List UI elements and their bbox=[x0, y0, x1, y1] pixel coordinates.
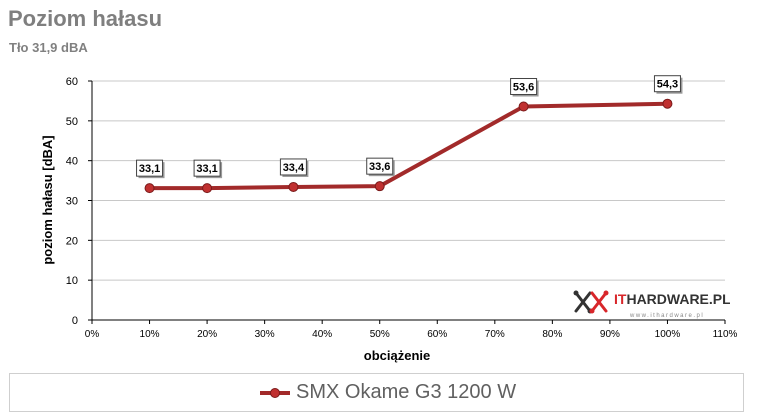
y-axis-label: poziom hałasu [dBA] bbox=[40, 135, 55, 264]
y-tick-label: 20 bbox=[66, 235, 78, 247]
svg-text:www.ithardware.pl: www.ithardware.pl bbox=[629, 313, 704, 319]
data-label-box bbox=[366, 157, 394, 175]
svg-text:ITHARDWARE.PL: ITHARDWARE.PL bbox=[614, 291, 730, 307]
x-tick-label: 70% bbox=[485, 329, 505, 340]
series-layer bbox=[144, 98, 673, 194]
data-label: 53,6 bbox=[513, 81, 534, 93]
legend: SMX Okame G3 1200 W bbox=[9, 373, 744, 412]
y-tick-label: 60 bbox=[66, 76, 78, 88]
legend-line-marker-icon bbox=[260, 387, 290, 398]
x-tick-label: 110% bbox=[713, 329, 738, 340]
chart-title: Poziom hałasu bbox=[8, 6, 163, 31]
data-point bbox=[662, 98, 673, 109]
data-point bbox=[144, 183, 155, 194]
y-tick-label: 40 bbox=[66, 156, 78, 168]
y-tick-label: 30 bbox=[66, 196, 78, 208]
data-label: 33,6 bbox=[369, 161, 390, 173]
y-tick-label: 10 bbox=[66, 275, 78, 287]
data-point bbox=[288, 181, 299, 192]
data-label-box bbox=[279, 158, 307, 176]
data-label-box bbox=[653, 75, 681, 93]
data-label: 33,4 bbox=[283, 162, 305, 174]
ithardware-logo-graphic: ITHARDWARE.PL www.ithardware.pl bbox=[573, 290, 731, 319]
data-label-box bbox=[193, 159, 221, 177]
tick-labels: 0 10 20 30 40 50 60 0% 10% 20% 30% 40% 50% 60% 70% 80% 9… bbox=[66, 76, 738, 340]
x-tick-label: 100% bbox=[655, 329, 681, 340]
x-tick-label: 30% bbox=[255, 329, 275, 340]
x-tick-label: 50% bbox=[370, 329, 390, 340]
data-point bbox=[202, 183, 213, 194]
x-tick-label: 0% bbox=[85, 329, 100, 340]
axes bbox=[88, 80, 726, 324]
data-label: 33,1 bbox=[139, 163, 160, 175]
data-label: 54,3 bbox=[657, 79, 678, 91]
data-label-box bbox=[510, 77, 538, 95]
x-tick-label: 40% bbox=[312, 329, 332, 340]
data-label: 33,1 bbox=[196, 163, 217, 175]
x-tick-label: 80% bbox=[542, 329, 562, 340]
data-labels: 33,1 33,1 33,4 33,6 53,6 54,3 bbox=[136, 75, 683, 179]
data-point bbox=[374, 181, 385, 192]
x-tick-label: 10% bbox=[140, 329, 160, 340]
series-line bbox=[149, 101, 668, 191]
x-tick-label: 20% bbox=[197, 329, 217, 340]
legend-item: SMX Okame G3 1200 W bbox=[258, 381, 516, 404]
y-tick-label: 50 bbox=[66, 116, 78, 128]
chart-subtitle: Tło 31,9 dBA bbox=[9, 40, 88, 55]
x-tick-label: 90% bbox=[600, 329, 620, 340]
x-axis-label: obciążenie bbox=[364, 348, 430, 363]
grid bbox=[92, 80, 725, 281]
data-label-box bbox=[136, 159, 164, 177]
x-tick-label: 60% bbox=[427, 329, 447, 340]
y-tick-label: 0 bbox=[72, 315, 78, 327]
legend-label: SMX Okame G3 1200 W bbox=[296, 381, 517, 403]
data-point bbox=[518, 101, 529, 112]
ithardware-logo: ITHARDWARE.PL www.ithardware.pl bbox=[570, 287, 731, 323]
